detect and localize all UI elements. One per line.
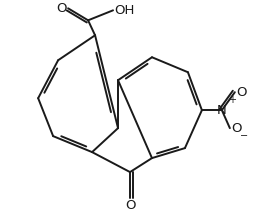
Text: OH: OH [114, 4, 135, 17]
Text: O: O [231, 122, 241, 135]
Text: −: − [240, 131, 248, 141]
Text: +: + [228, 95, 236, 105]
Text: O: O [236, 86, 246, 99]
Text: O: O [125, 199, 135, 212]
Text: N: N [217, 104, 227, 117]
Text: O: O [57, 2, 67, 15]
